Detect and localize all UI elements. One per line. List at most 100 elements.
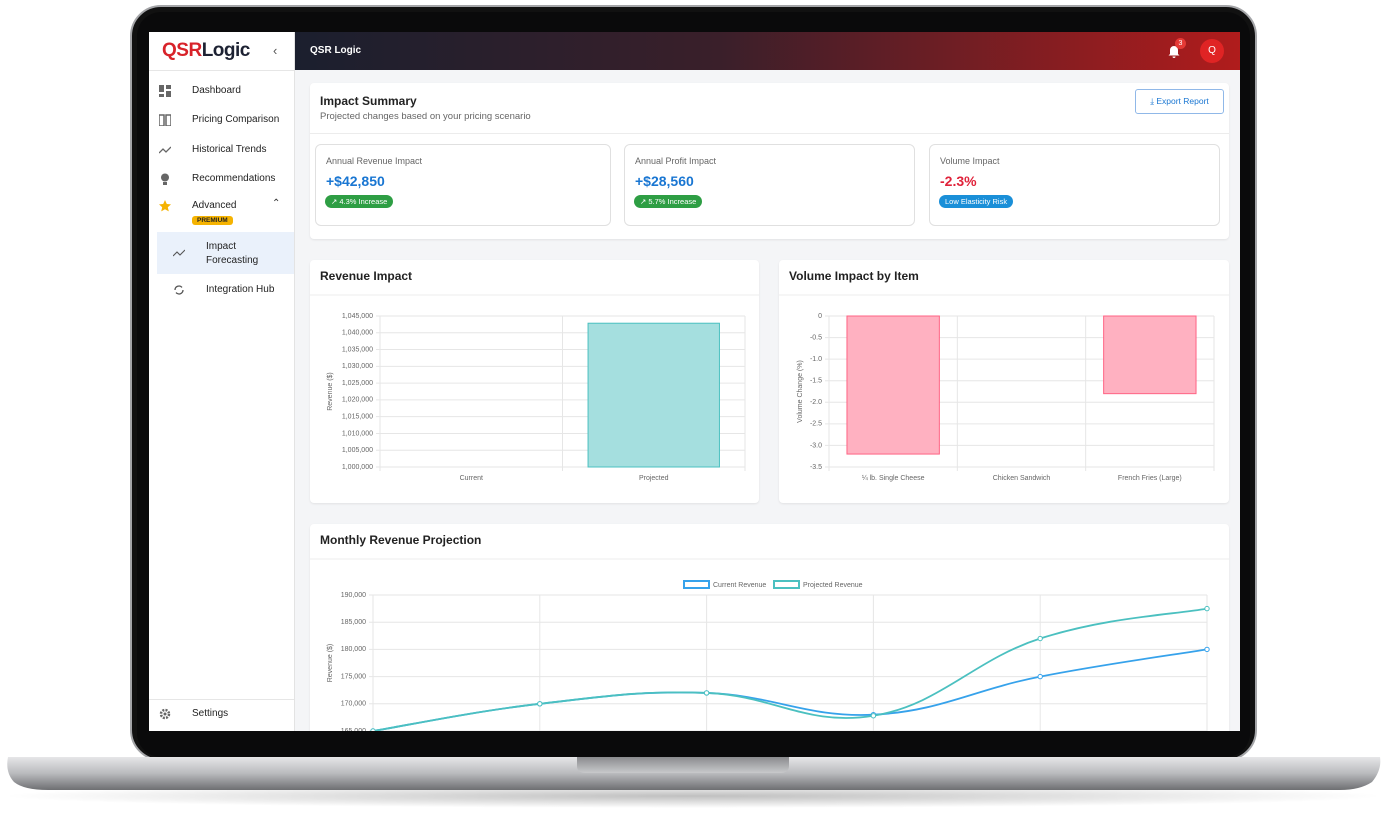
chart-title: Revenue Impact (320, 269, 412, 283)
metric-card: Annual Revenue Impact +$42,850 ↗ 4.3% In… (315, 144, 611, 226)
screen: QSRLogic ‹ Dashboard Pricing Comparison … (149, 32, 1240, 731)
x-tick-label: Projected (639, 475, 669, 482)
y-tick-label: 185,000 (341, 619, 366, 626)
export-button[interactable]: ⤓ Export Report (1135, 89, 1224, 114)
legend-label: Projected Revenue (803, 582, 863, 589)
nav-item[interactable]: Settings (192, 708, 229, 719)
icon-dashboard (159, 85, 171, 97)
data-point (1037, 673, 1043, 680)
y-tick-label: -2.5 (810, 421, 822, 428)
icon-star (159, 200, 171, 212)
y-tick-label: 1,045,000 (342, 313, 373, 320)
icon-sync (174, 285, 184, 295)
logo-text: Logic (201, 40, 251, 61)
metric-value: -2.3% (940, 173, 977, 189)
chart-card: Revenue Impact Revenue ($) 1,000,000 1,005,… (310, 260, 759, 503)
series-line (372, 648, 1208, 731)
y-tick-label: 190,000 (341, 592, 366, 599)
nav-item[interactable]: Historical Trends (192, 144, 267, 155)
export-button-label[interactable]: Export Report (1156, 96, 1209, 106)
icon-forecast (173, 249, 185, 257)
y-tick-label: 175,000 (341, 673, 366, 680)
summary-card: Impact Summary Projected changes based o… (310, 83, 1229, 239)
x-tick-label: French Fries (Large) (1118, 475, 1182, 482)
y-tick-label: -2.0 (810, 399, 822, 406)
y-tick-label: -1.0 (810, 356, 822, 363)
y-axis-label: Revenue ($) (327, 372, 334, 411)
expand-icon[interactable]: ⌃ (272, 198, 281, 209)
data-point (1037, 635, 1043, 642)
bar (1103, 315, 1197, 395)
y-tick-label: -3.0 (810, 442, 822, 449)
nav-item[interactable]: Recommendations (192, 173, 276, 184)
y-tick-label: 170,000 (341, 701, 366, 708)
data-point (870, 713, 877, 719)
collapse-button[interactable]: ‹ (273, 43, 278, 58)
y-tick-label: 1,015,000 (342, 414, 373, 421)
y-tick-label: -3.5 (810, 464, 822, 471)
y-tick-label: -0.5 (810, 334, 822, 341)
legend-label: Current Revenue (713, 582, 766, 589)
bar (587, 322, 720, 468)
bar (846, 315, 940, 455)
legend-swatch (683, 580, 710, 589)
y-tick-label: -1.5 (810, 378, 822, 385)
y-tick-label: 1,005,000 (342, 447, 373, 454)
metric-badge-text: 4.3% Increase (339, 197, 388, 206)
icon-bulb (161, 173, 169, 185)
logo: QSRLogic (162, 40, 250, 62)
y-tick-label: 1,020,000 (342, 397, 373, 404)
summary-title: Impact Summary (320, 94, 417, 108)
y-tick-label: 1,035,000 (342, 346, 373, 353)
metric-value: +$42,850 (326, 173, 385, 189)
chart-card: Monthly Revenue Projection Revenue ($) 165… (310, 524, 1229, 731)
divider (149, 699, 294, 700)
app-title: QSR Logic (310, 45, 362, 56)
y-tick-label: 1,010,000 (342, 430, 373, 437)
y-tick-label: 1,000,000 (342, 464, 373, 471)
metric-card: Annual Profit Impact +$28,560 ↗ 5.7% Inc… (624, 144, 915, 226)
data-point (1204, 605, 1210, 612)
metric-badge: ↗ 4.3% Increase (325, 195, 394, 208)
y-tick-label: 1,040,000 (342, 330, 373, 337)
metric-label: Annual Revenue Impact (326, 156, 423, 166)
legend-swatch (773, 580, 800, 589)
notification-bell[interactable] (1167, 44, 1181, 58)
y-tick-label: 180,000 (341, 646, 366, 653)
nav-item[interactable]: Integration Hub (206, 284, 275, 295)
logo-accent: QSR (162, 40, 202, 61)
metric-label: Annual Profit Impact (635, 156, 717, 166)
divider (310, 133, 1229, 134)
y-tick-label: 1,030,000 (342, 363, 373, 370)
y-tick-label: 1,025,000 (342, 380, 373, 387)
data-point (1204, 646, 1210, 653)
notification-count: 3 (1175, 38, 1186, 49)
metric-badge-text: 5.7% Increase (648, 197, 697, 206)
chart-title: Monthly Revenue Projection (320, 533, 481, 547)
active-item-bg (157, 232, 294, 274)
sidebar: QSRLogic ‹ Dashboard Pricing Comparison … (149, 32, 295, 731)
divider (149, 70, 294, 71)
nav-item[interactable]: Dashboard (192, 85, 241, 96)
metric-badge: Low Elasticity Risk (939, 195, 1014, 208)
nav-item[interactable]: Advanced (192, 200, 237, 211)
premium-badge: PREMIUM (192, 216, 233, 225)
nav-item-active[interactable]: Impact Forecasting (206, 241, 259, 266)
top-bar: QSR Logic 3 Q (295, 32, 1240, 70)
series-line (372, 607, 1208, 731)
metric-value: +$28,560 (635, 173, 694, 189)
metric-card: Volume Impact -2.3% Low Elasticity Risk (929, 144, 1220, 226)
y-tick-label: 165,000 (341, 728, 366, 731)
metric-label: Volume Impact (940, 156, 1000, 166)
avatar[interactable]: Q (1200, 39, 1224, 63)
x-tick-label: ¼ lb. Single Cheese (862, 475, 925, 482)
metric-badge: ↗ 5.7% Increase (634, 195, 703, 208)
nav-item[interactable]: Pricing Comparison (192, 114, 280, 125)
x-tick-label: Chicken Sandwich (993, 475, 1051, 482)
y-axis-label: Revenue ($) (327, 644, 334, 683)
y-tick-label: 0 (818, 313, 822, 320)
chart-title: Volume Impact by Item (789, 269, 919, 283)
icon-trends (159, 146, 171, 154)
data-point (703, 690, 710, 696)
